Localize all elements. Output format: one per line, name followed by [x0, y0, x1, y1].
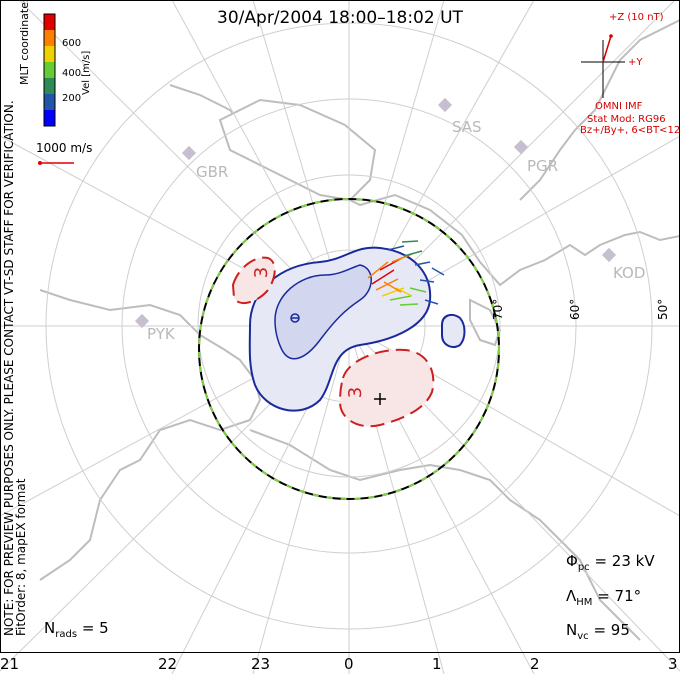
potential-min-marker — [290, 313, 300, 323]
potential-max-marker — [374, 393, 386, 405]
mlt-label-21: 21 — [0, 655, 20, 673]
colorbar-tick-200: 200 — [62, 93, 82, 104]
stat-nrads-value: = 5 — [81, 619, 109, 637]
stat-phi-sub: pc — [577, 562, 590, 573]
reference-vector — [38, 161, 74, 165]
station-marker-kod — [601, 247, 617, 263]
colorbar-tick-400: 400 — [62, 68, 82, 79]
station-label-pyk: PYK — [147, 325, 175, 343]
vector — [424, 299, 439, 305]
vector — [371, 269, 395, 285]
vector — [401, 240, 419, 243]
vector — [399, 303, 419, 306]
stat-nvc-symbol: N — [566, 621, 578, 639]
mlt-label-23: 23 — [251, 655, 271, 673]
stat-nvc-value: = 95 — [593, 621, 630, 639]
vector — [389, 295, 412, 301]
coastline-south — [249, 429, 641, 641]
contour-label-west: 3 — [251, 266, 273, 279]
stat-lambda-symbol: Λ — [566, 587, 577, 605]
imf-clock — [581, 34, 625, 98]
positive-cell-main — [338, 348, 435, 428]
station-marker-pgr — [513, 139, 529, 155]
mlt-label-22: 22 — [158, 655, 178, 673]
imf-condition: Bz+/By+, 6<BT<12 — [580, 125, 680, 136]
vector — [431, 267, 445, 276]
imf-z-label: +Z (10 nT) — [609, 12, 664, 23]
colorbar-label: Vel [m/s] — [81, 50, 92, 95]
imf-y-label: +Y — [628, 57, 643, 68]
vector — [419, 279, 435, 283]
imf-source: OMNI IMF — [595, 101, 643, 112]
coastline-islands — [469, 298, 502, 347]
station-marker-pyk — [134, 313, 150, 329]
stat-lambda-value: = 71° — [597, 587, 642, 605]
lat-label-70: 70° — [491, 298, 505, 320]
station-label-gbr: GBR — [196, 163, 229, 181]
stat-nrads-symbol: N — [44, 619, 56, 637]
lat-label-60: 60° — [568, 298, 582, 320]
mlt-label-1: 1 — [432, 655, 442, 673]
vector — [395, 287, 413, 297]
stat-nvc: Nvc = 95 — [566, 621, 630, 642]
contour-label-main: 3 — [345, 386, 367, 399]
coordinate-system-label: MLT coordinates — [18, 0, 31, 85]
map-title: 30/Apr/2004 18:00–18:02 UT — [217, 8, 463, 28]
vector — [414, 261, 431, 266]
negative-cell-small — [441, 313, 466, 348]
imf-stat-model: Stat Mod: RG96 — [587, 114, 666, 125]
station-label-sas: SAS — [452, 118, 482, 136]
lat-label-50: 50° — [656, 298, 670, 320]
mlt-label-0: 0 — [344, 655, 354, 673]
stat-phi-symbol: Φ — [566, 552, 578, 570]
mlt-label-3: 3 — [668, 655, 678, 673]
stat-nrads: Nrads = 5 — [44, 619, 109, 640]
station-marker-sas — [437, 97, 453, 113]
hm-boundary-dash — [198, 198, 500, 500]
stat-phi-pc: Φpc = 23 kV — [566, 552, 655, 573]
station-label-kod: KOD — [613, 264, 646, 282]
vector — [409, 287, 427, 293]
stat-nvc-sub: vc — [577, 631, 589, 642]
station-label-pgr: PGR — [527, 157, 559, 175]
vector — [367, 261, 389, 279]
colorbar — [43, 13, 56, 127]
stat-lambda-hm: ΛHM = 71° — [566, 587, 641, 608]
stat-lambda-sub: HM — [576, 597, 593, 608]
reference-vector-label: 1000 m/s — [36, 141, 93, 155]
vector — [387, 245, 405, 251]
mlt-label-2: 2 — [530, 655, 540, 673]
vector — [403, 250, 423, 257]
stat-phi-value: = 23 kV — [594, 552, 655, 570]
station-markers — [134, 97, 617, 329]
negative-cell-inner — [274, 264, 372, 360]
fit-order-note: FitOrder: 8, mapEX format — [14, 478, 28, 636]
stat-nrads-sub: rads — [55, 629, 78, 640]
vector — [383, 281, 402, 293]
colorbar-tick-600: 600 — [62, 38, 82, 49]
station-marker-gbr — [181, 145, 197, 161]
velocity-vectors — [367, 240, 445, 306]
positive-cell-west — [231, 256, 276, 305]
